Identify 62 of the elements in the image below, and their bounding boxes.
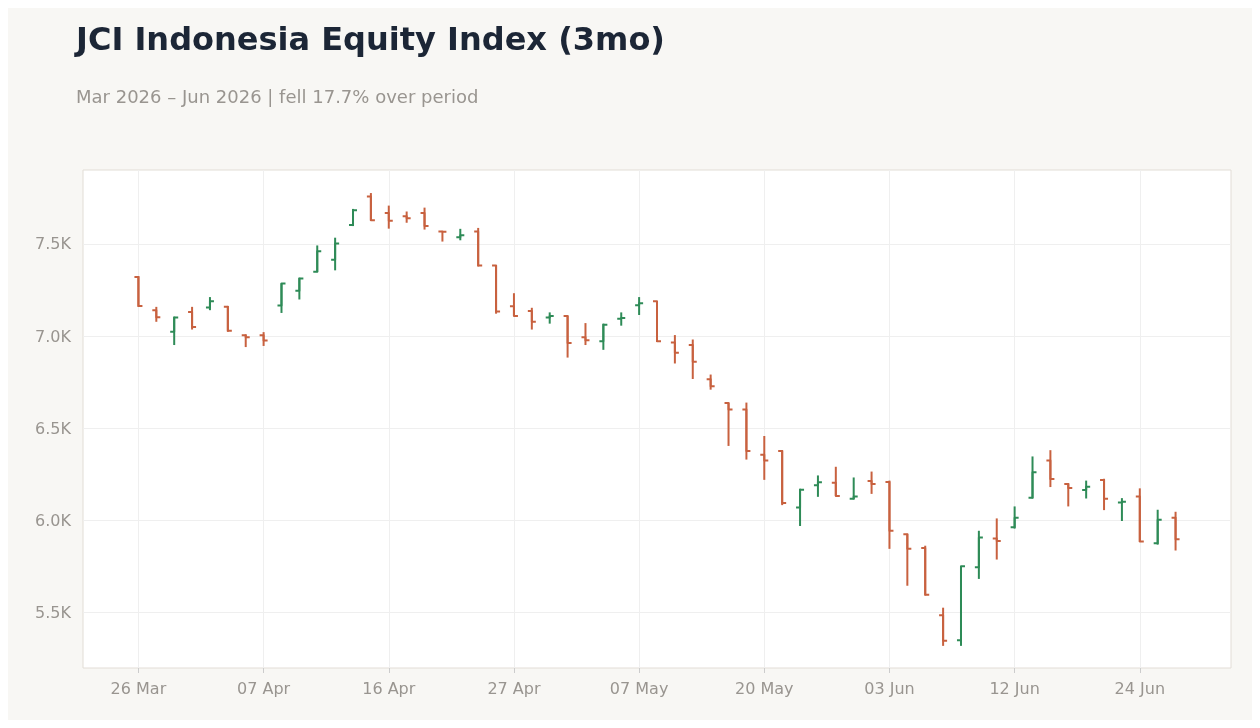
candlestick (1170, 510, 1181, 552)
candlestick (991, 517, 1002, 561)
candlestick (669, 334, 680, 365)
x-tick-label: 16 Apr (362, 678, 416, 698)
x-tick-label: 07 May (609, 678, 669, 698)
candlestick (473, 226, 484, 268)
y-tick-label: 6.0K (35, 510, 72, 530)
x-tick-label: 03 Jun (864, 678, 915, 698)
candlestick (687, 338, 698, 380)
candlestick (330, 236, 341, 272)
candlestick (652, 299, 662, 344)
candlestick (598, 322, 609, 351)
y-tick-label: 5.5K (35, 603, 72, 623)
candlestick (884, 479, 895, 550)
candlestick (1009, 505, 1020, 530)
candlestick (365, 192, 376, 222)
candlestick (812, 474, 823, 498)
candlestick (795, 487, 806, 527)
candlestick (1063, 482, 1074, 508)
candlestick (741, 401, 752, 461)
candlestick (1099, 477, 1110, 512)
y-tick-label: 7.0K (35, 326, 72, 346)
x-tick-label: 20 May (735, 678, 794, 698)
candlestick (848, 476, 859, 501)
candlestick (294, 276, 305, 301)
x-tick-label: 26 Mar (110, 678, 167, 698)
candlestick (526, 306, 537, 331)
candlestick (562, 314, 573, 359)
x-tick-label: 24 Jun (1114, 678, 1166, 698)
candlestick (777, 449, 788, 507)
candlestick (437, 229, 448, 243)
candlestick (830, 465, 841, 497)
candlestick (1134, 487, 1145, 544)
candlestick (276, 282, 287, 314)
candlestick (169, 315, 180, 347)
candlestick (866, 470, 877, 495)
chart-title: JCI Indonesia Equity Index (3mo) (74, 20, 665, 58)
candlestick (1045, 449, 1056, 489)
candlestick (723, 401, 734, 447)
candlestick (419, 206, 430, 231)
candlestick (187, 305, 198, 331)
candlestick (1027, 455, 1038, 500)
candlestick (312, 244, 323, 274)
candlestick (902, 532, 913, 587)
candlestick (759, 434, 770, 481)
candlestick (383, 204, 394, 230)
candlestick (1116, 497, 1127, 522)
y-tick-label: 6.5K (35, 418, 72, 438)
x-tick-label: 07 Apr (237, 678, 291, 698)
candlestick (1152, 508, 1163, 546)
candlestick (580, 322, 591, 347)
candlestick (508, 292, 519, 317)
y-tick-label: 7.5K (35, 234, 72, 254)
chart-subtitle: Mar 2026 – Jun 2026 | fell 17.7% over period (76, 85, 479, 107)
candlestick (222, 304, 233, 333)
x-tick-label: 12 Jun (989, 678, 1040, 698)
candlestick (938, 606, 949, 647)
candlestick (133, 275, 144, 308)
x-tick-label: 27 Apr (487, 678, 541, 698)
candlestick (491, 264, 502, 315)
candlestick (920, 544, 931, 597)
candlestick (973, 529, 984, 580)
